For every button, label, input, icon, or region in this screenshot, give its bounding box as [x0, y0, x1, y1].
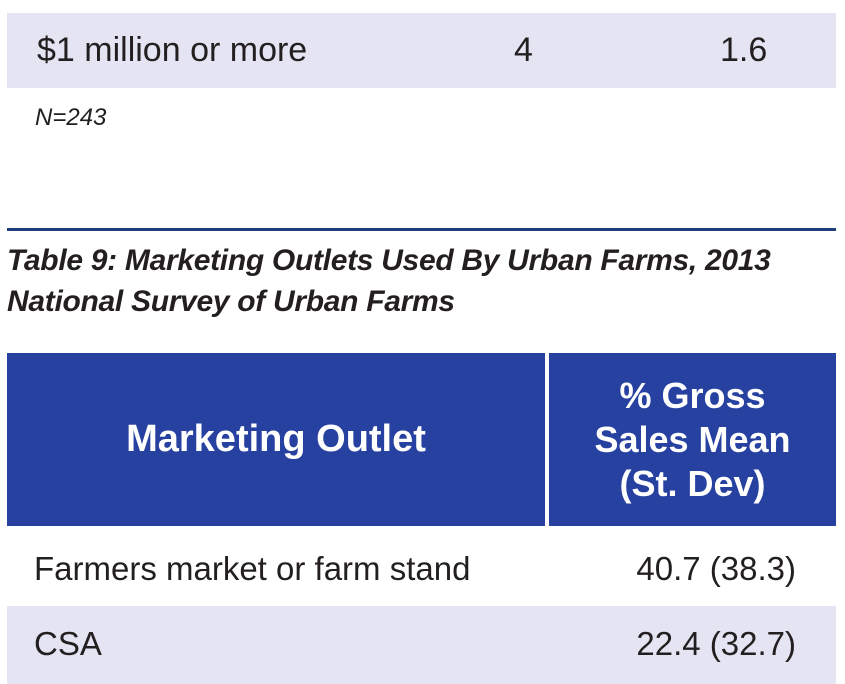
row-percent: 1.6	[720, 31, 768, 69]
table-row: CSA 22.4 (32.7)	[7, 606, 836, 684]
header-gross-sales: % Gross Sales Mean (St. Dev)	[594, 374, 791, 504]
value-cell: 40.7 (38.3)	[636, 550, 796, 587]
row-count: 4	[514, 31, 533, 69]
header-marketing-outlet: Marketing Outlet	[126, 418, 426, 460]
sample-size-note: N=243	[35, 104, 107, 131]
value-cell: 22.4 (32.7)	[636, 625, 796, 662]
outlet-cell: Farmers market or farm stand	[34, 550, 471, 587]
outlet-cell: CSA	[34, 625, 102, 662]
table-header: Marketing Outlet % Gross Sales Mean (St.…	[7, 353, 836, 526]
row-label: $1 million or more	[37, 31, 308, 69]
section-divider	[7, 228, 836, 231]
header-divider	[545, 353, 549, 526]
table-caption: Table 9: Marketing Outlets Used By Urban…	[7, 244, 771, 318]
table-row: Farmers market or farm stand 40.7 (38.3)	[7, 531, 836, 606]
previous-table-last-row: $1 million or more 4 1.6	[7, 13, 836, 88]
